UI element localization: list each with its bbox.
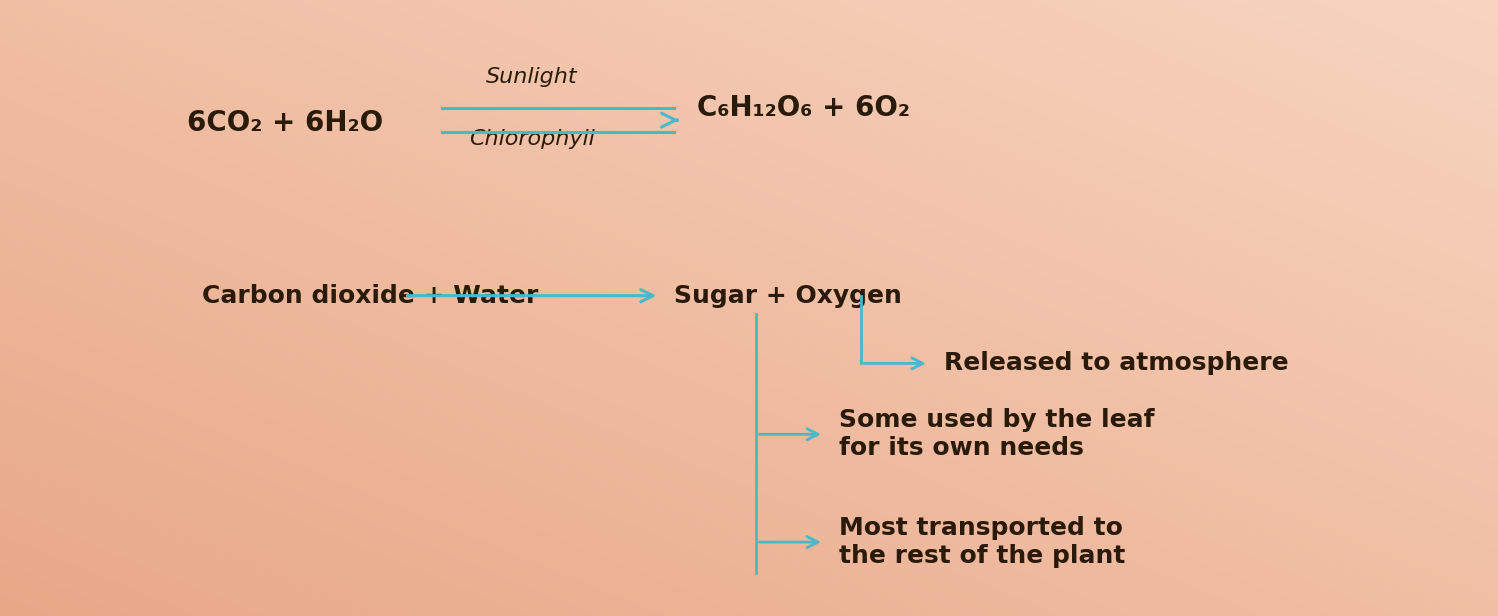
Text: Released to atmosphere: Released to atmosphere [944, 352, 1288, 375]
Text: Carbon dioxide + Water: Carbon dioxide + Water [202, 284, 539, 307]
Text: Chlorophyll: Chlorophyll [469, 129, 595, 148]
Text: Some used by the leaf
for its own needs: Some used by the leaf for its own needs [839, 408, 1155, 460]
Text: Sunlight: Sunlight [485, 67, 578, 87]
Text: Most transported to
the rest of the plant: Most transported to the rest of the plan… [839, 516, 1125, 568]
Text: C₆H₁₂O₆ + 6O₂: C₆H₁₂O₆ + 6O₂ [697, 94, 909, 122]
Text: Sugar + Oxygen: Sugar + Oxygen [674, 284, 902, 307]
Text: 6CO₂ + 6H₂O: 6CO₂ + 6H₂O [187, 109, 382, 137]
